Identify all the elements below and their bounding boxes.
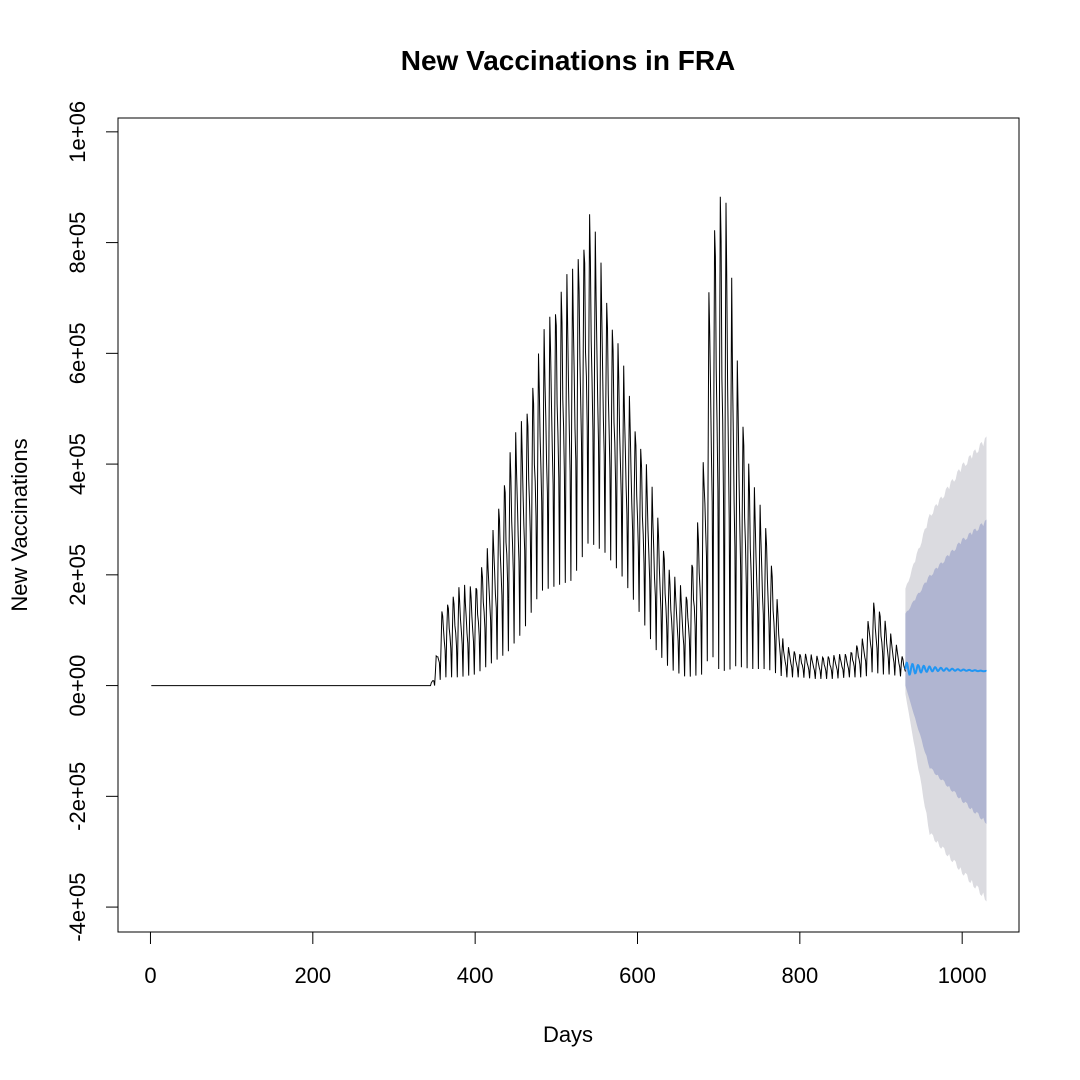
x-axis: 0 200 400 600 800 1000 (144, 931, 987, 988)
y-tick-label: 8e+05 (65, 212, 90, 274)
x-tick-label: 400 (457, 963, 494, 988)
x-tick-label: 600 (619, 963, 656, 988)
x-tick-label: 0 (144, 963, 156, 988)
y-tick-label: 4e+05 (65, 433, 90, 495)
y-tick-label: -4e+05 (65, 873, 90, 942)
plot-series (151, 196, 987, 687)
y-tick-label: 0e+00 (65, 655, 90, 717)
y-tick-label: 1e+06 (65, 101, 90, 163)
y-tick-label: -2e+05 (65, 762, 90, 831)
observed-series-line (151, 196, 906, 687)
y-axis: -4e+05 -2e+05 0e+00 2e+05 4e+05 6e+05 8e+05 1e+… (65, 101, 119, 942)
y-tick-label: 6e+05 (65, 322, 90, 384)
x-tick-label: 1000 (938, 963, 987, 988)
chart-title: New Vaccinations in FRA (401, 45, 736, 76)
forecast-band-80 (905, 519, 987, 824)
x-tick-label: 200 (294, 963, 331, 988)
x-axis-label: Days (543, 1022, 593, 1047)
y-tick-label: 2e+05 (65, 544, 90, 606)
forecast-mean-line (904, 661, 987, 676)
plot-frame (117, 117, 1020, 933)
y-axis-label: New Vaccinations (7, 438, 32, 611)
x-tick-label: 800 (781, 963, 818, 988)
